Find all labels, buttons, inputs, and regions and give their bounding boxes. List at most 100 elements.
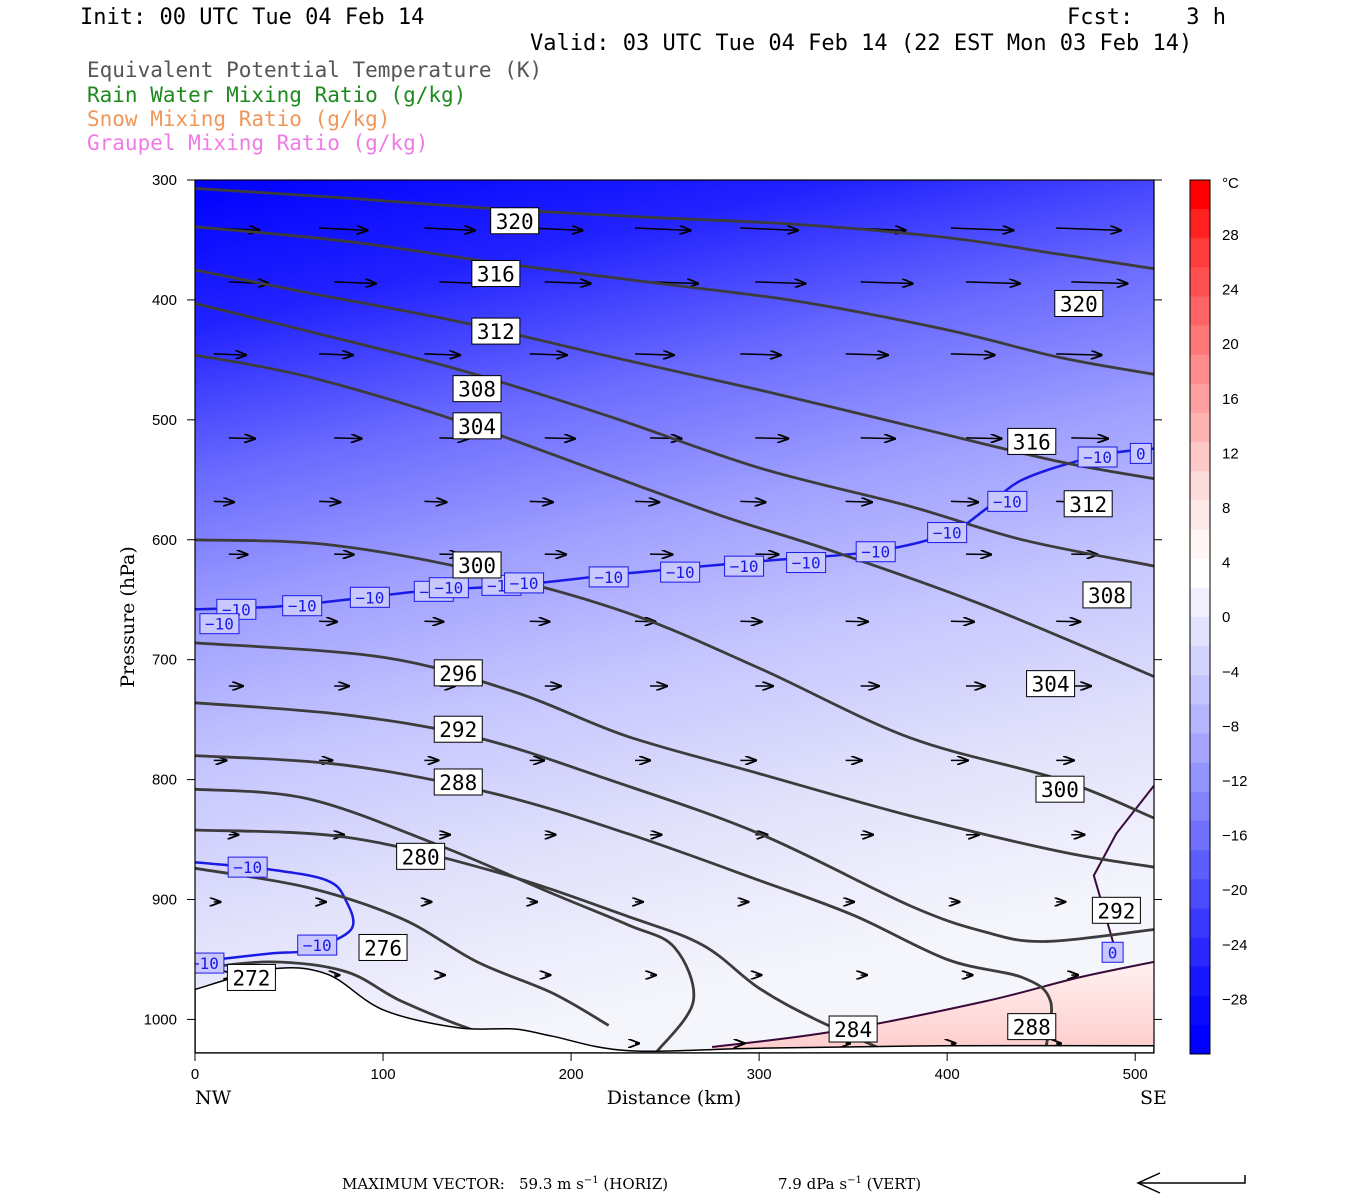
colorbar-unit: °C (1222, 175, 1239, 192)
legend-snow: Snow Mixing Ratio (g/kg) (87, 107, 391, 131)
theta-e-contour (195, 866, 610, 1027)
isotherm-label-box (927, 522, 968, 544)
wind-vector (319, 228, 367, 230)
theta-e-label: 312 (1069, 493, 1107, 517)
theta-e-label: 308 (458, 378, 496, 402)
colorbar-segment (1190, 238, 1210, 268)
x-tick-label: 200 (559, 1066, 584, 1083)
y-tick-label: 700 (152, 652, 177, 669)
wind-vector (334, 282, 375, 284)
colorbar-segment (1190, 791, 1210, 822)
theta-e-label: 276 (364, 936, 402, 960)
isotherm-label-box (1077, 446, 1118, 468)
isotherm-minus10-lower (195, 861, 355, 964)
wind-vector (334, 438, 361, 439)
isotherm-label: −10 (792, 554, 821, 573)
isotherm-label: −10 (288, 597, 317, 616)
colorbar-segment (1190, 209, 1210, 239)
theta-e-label: 320 (496, 210, 534, 234)
theta-e-label-box (433, 715, 483, 743)
colorbar-segment (1190, 1024, 1210, 1055)
temperature-shading (195, 180, 1154, 1053)
colorbar-segment (1190, 762, 1210, 793)
theta-e-label: 320 (1060, 293, 1098, 317)
colorbar-segment (1190, 325, 1210, 356)
wind-vector (228, 438, 255, 439)
theta-e-label-box (1035, 775, 1085, 803)
colorbar-label: −24 (1222, 937, 1247, 954)
isotherm-label-box (428, 577, 469, 599)
colorbar-segment (1190, 908, 1210, 938)
y-tick-label: 600 (152, 532, 177, 549)
colorbar-label: 8 (1222, 500, 1230, 517)
colorbar-segment (1190, 617, 1210, 647)
colorbar-segment (1190, 879, 1210, 909)
wind-vector (950, 501, 978, 502)
theta-e-label-box (452, 412, 502, 440)
colorbar-segment (1190, 471, 1210, 501)
x-tick-label: 100 (371, 1066, 396, 1083)
legend-graupel: Graupel Mixing Ratio (g/kg) (87, 131, 429, 155)
colorbar-segment (1190, 500, 1210, 531)
colorbar-label: −12 (1222, 773, 1247, 790)
colorbar-label: 28 (1222, 227, 1239, 244)
isotherm-labels: −10 −10 −10 −10 −10 −10 −10 −10 −10 −10 −10 −10 −10 −… (190, 442, 1152, 974)
colorbar-segment (1190, 354, 1210, 385)
x-tick-label: 400 (935, 1066, 960, 1083)
wind-vector (950, 228, 1013, 230)
x-end-label-right: SE (1140, 1087, 1167, 1109)
wind-vector (1071, 282, 1127, 284)
theta-e-label-box (452, 551, 502, 579)
isotherm-label: −10 (434, 579, 463, 598)
colorbar-segment (1190, 529, 1210, 560)
theta-e-label: 292 (439, 718, 477, 742)
plot-frame (194, 179, 1155, 1054)
theta-e-label-box (471, 317, 521, 345)
colorbar-segment (1190, 820, 1210, 851)
colorbar-frame (1189, 179, 1211, 1055)
wind-vector (965, 282, 1020, 284)
colorbar-label: −28 (1222, 991, 1247, 1008)
wind-vector (634, 501, 659, 502)
colorbar-segment (1190, 850, 1210, 880)
forecast-hour: Fcst: 3 h (1067, 5, 1226, 30)
theta-e-label-box (1007, 1013, 1057, 1041)
theta-e-label: 312 (477, 320, 515, 344)
colorbar-segment (1190, 646, 1210, 676)
colorbar-segment (1190, 296, 1210, 327)
theta-e-label: 280 (402, 845, 440, 869)
wind-vector (860, 282, 913, 284)
isotherm-label: −10 (205, 615, 234, 634)
wind-vector (740, 501, 765, 502)
colorbar-label: 24 (1222, 282, 1239, 299)
theta-e-contour (195, 701, 1154, 943)
colorbar-label: 12 (1222, 445, 1239, 462)
theta-e-label: 288 (439, 771, 477, 795)
wind-vector (544, 282, 590, 284)
y-tick-label: 400 (152, 292, 177, 309)
theta-e-label-box (433, 768, 483, 796)
isotherm-label-box (1129, 442, 1152, 464)
wind-vector (213, 354, 246, 355)
wind-vector (424, 228, 474, 230)
isotherm-label: −10 (510, 574, 539, 593)
y-tick-label: 900 (152, 892, 177, 909)
x-axis: 0 100 200 300 400 500 (191, 1053, 1148, 1083)
colorbar-label: −20 (1222, 882, 1247, 899)
isotherm-label: −10 (233, 858, 262, 877)
isotherm-label-box (724, 555, 765, 577)
isotherm-label: −10 (190, 954, 219, 973)
theta-e-label-box (1054, 290, 1104, 318)
theta-e-contour (195, 828, 892, 1053)
theta-e-label-box (226, 963, 276, 991)
theta-e-label: 288 (1013, 1016, 1051, 1040)
temperature-colorbar: 28 24 20 16 12 8 4 0 −4 −8 −12 −16 −20 −24 −28 (1189, 179, 1247, 1055)
wind-vector (755, 282, 805, 284)
wind-vector (634, 228, 690, 230)
colorbar-label: 16 (1222, 391, 1239, 408)
theta-e-contour (195, 187, 1154, 271)
max-vector-vertical: 7.9 dPa s−1 (VERT) (778, 1175, 922, 1193)
theta-e-label-box (490, 207, 540, 235)
wind-vector (1071, 438, 1107, 439)
theta-e-label-box (358, 933, 408, 961)
